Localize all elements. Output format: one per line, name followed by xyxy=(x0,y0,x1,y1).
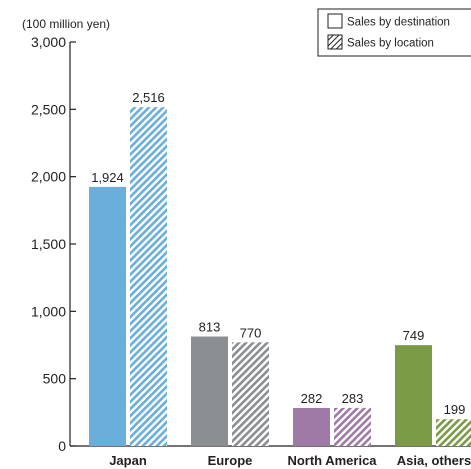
category-label: Europe xyxy=(208,453,253,468)
y-tick-label: 1,500 xyxy=(31,236,66,252)
bar-location xyxy=(232,342,269,446)
y-tick-label: 2,500 xyxy=(31,101,66,117)
category-label: North America xyxy=(287,453,377,468)
legend-box xyxy=(317,8,471,57)
value-labels: 1,924 2,516 813 770 282 283 749 199 xyxy=(91,90,465,417)
bar-destination xyxy=(89,186,126,446)
bar-destination xyxy=(395,345,432,446)
legend-label: Sales by location xyxy=(347,38,434,50)
bar-destination xyxy=(191,336,228,446)
value-label: 2,516 xyxy=(132,90,165,105)
legend: Sales by destination Sales by location xyxy=(317,8,471,57)
bar-location xyxy=(436,419,471,446)
value-label: 749 xyxy=(403,328,425,343)
bar-destination xyxy=(293,408,330,446)
value-label: 282 xyxy=(301,391,323,406)
category-labels: Japan Europe North America Asia, others xyxy=(109,453,471,468)
y-tick-label: 3,000 xyxy=(31,34,66,50)
value-label: 1,924 xyxy=(91,170,124,185)
y-tick-label: 0 xyxy=(58,438,66,454)
bars xyxy=(89,107,471,447)
value-label: 283 xyxy=(342,391,364,406)
value-label: 813 xyxy=(199,320,221,335)
value-label: 770 xyxy=(240,325,262,340)
value-label: 199 xyxy=(444,402,466,417)
y-axis: 0 500 1,000 1,500 2,000 2,500 3,000 xyxy=(31,34,471,454)
bar-location xyxy=(130,107,167,447)
y-tick-label: 500 xyxy=(43,371,67,387)
legend-swatch xyxy=(327,34,343,50)
legend-label: Sales by destination xyxy=(347,17,450,29)
category-label: Japan xyxy=(109,453,147,468)
y-tick-label: 1,000 xyxy=(31,303,66,319)
category-label: Asia, others xyxy=(397,453,471,468)
legend-swatch xyxy=(327,13,343,29)
y-tick-label: 2,000 xyxy=(31,169,66,185)
y-axis-unit-label: (100 million yen) xyxy=(22,17,110,31)
bar-location xyxy=(334,407,371,446)
